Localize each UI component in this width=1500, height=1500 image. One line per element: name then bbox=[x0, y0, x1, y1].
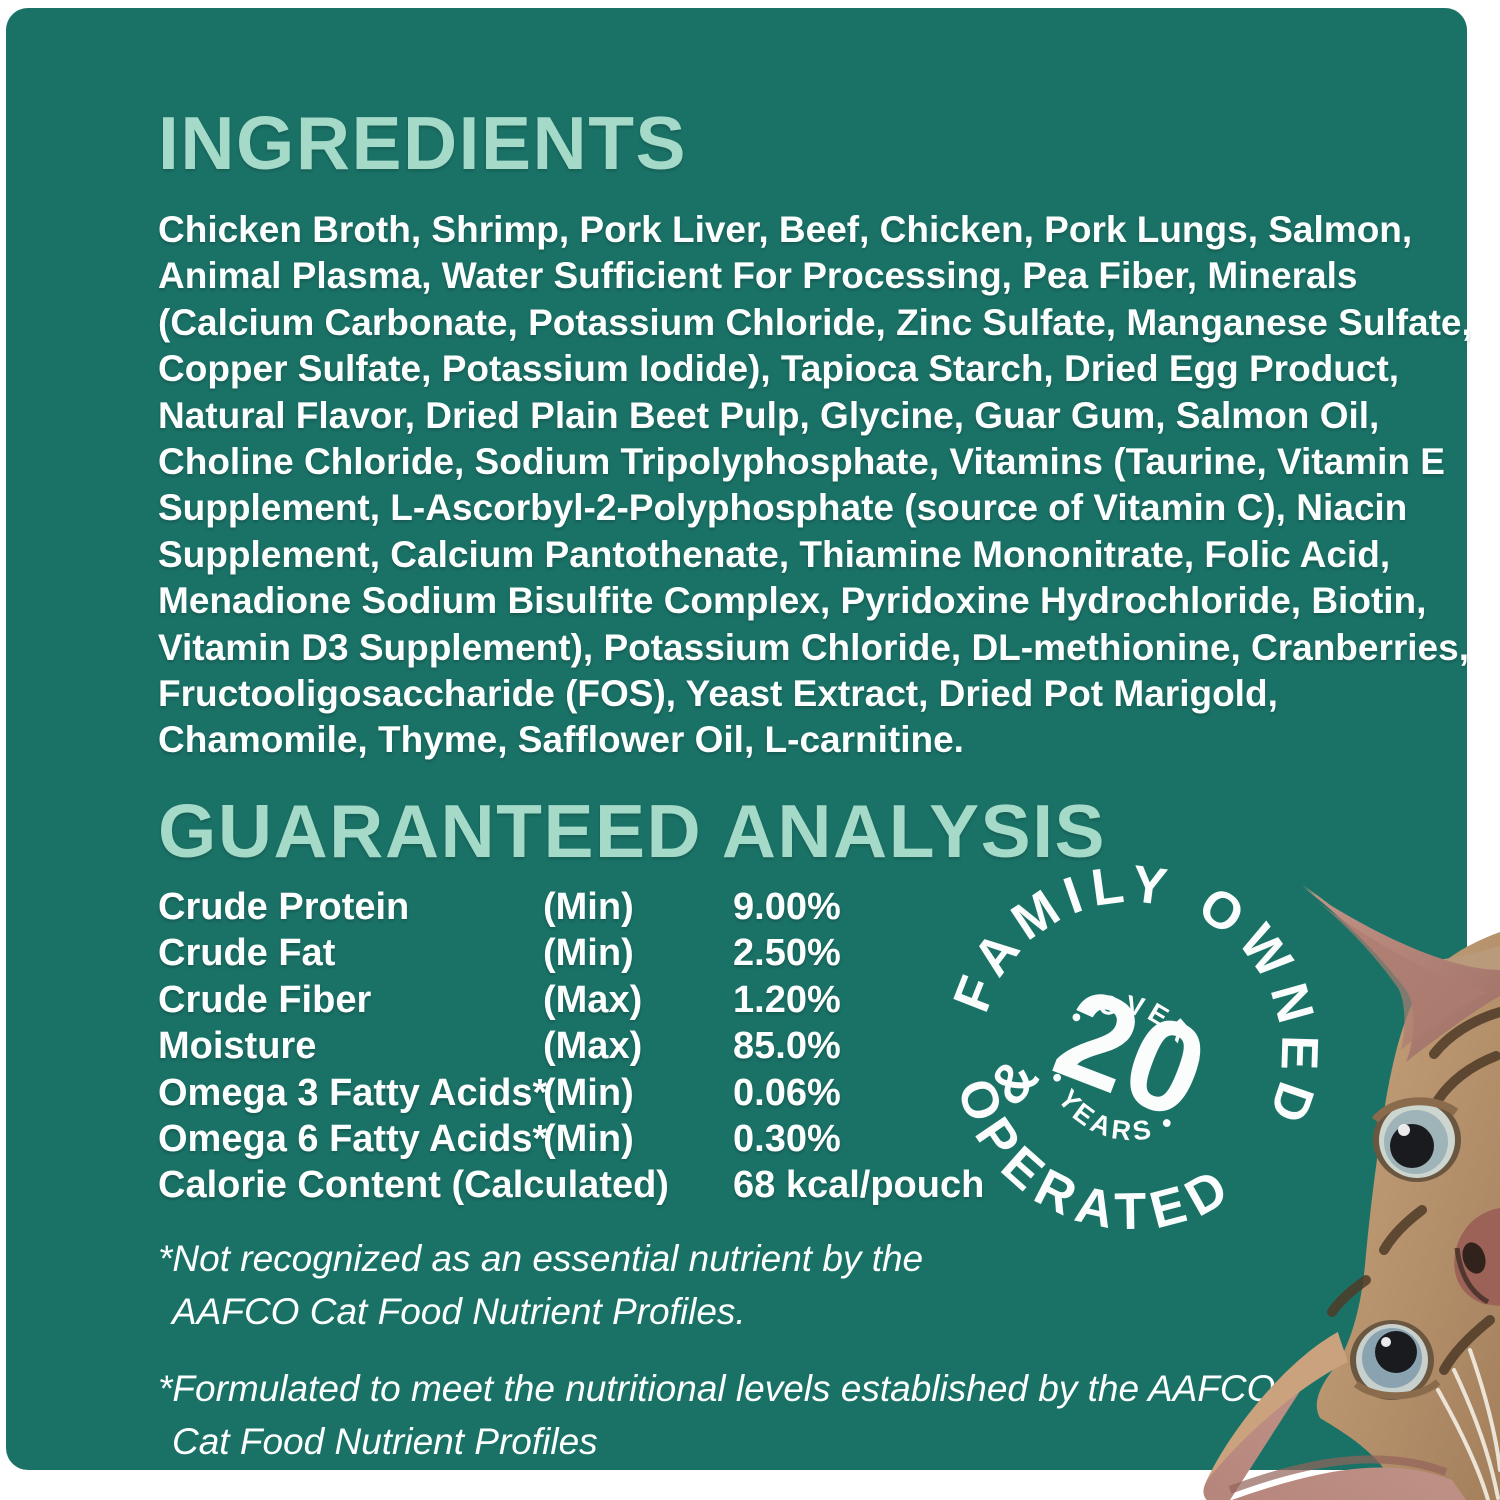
nutrient-label: Crude Fiber bbox=[158, 978, 372, 1021]
nutrient-qualifier: (Min) bbox=[543, 932, 634, 975]
nutrient-qualifier: (Max) bbox=[543, 1025, 643, 1068]
footnote-line: AAFCO Cat Food Nutrient Profiles. bbox=[172, 1291, 746, 1332]
nutrient-label: Moisture bbox=[158, 1025, 317, 1068]
nutrient-qualifier: (Max) bbox=[543, 978, 643, 1021]
ingredients-line: Copper Sulfate, Potassium Iodide), Tapio… bbox=[158, 348, 1400, 390]
ingredients-line: Choline Chloride, Sodium Tripolyphosphat… bbox=[158, 441, 1445, 483]
ingredients-title: INGREDIENTS bbox=[158, 101, 688, 185]
nutrient-value: 68 kcal/pouch bbox=[733, 1164, 985, 1207]
ingredients-line: Chicken Broth, Shrimp, Pork Liver, Beef,… bbox=[158, 209, 1413, 250]
ingredients-text: Chicken Broth, Shrimp, Pork Liver, Beef,… bbox=[158, 207, 1472, 764]
family-owned-badge: FAMILY OWNED OPERATED • OVER • • YEARS •… bbox=[932, 852, 1332, 1252]
ingredients-line: Supplement, L-Ascorbyl-2-Polyphosphate (… bbox=[158, 487, 1408, 529]
nutrient-label: Crude Fat bbox=[158, 932, 336, 975]
ingredients-line: (Calcium Carbonate, Potassium Chloride, … bbox=[158, 301, 1472, 343]
nutrient-qualifier bbox=[543, 1162, 733, 1208]
ingredients-line: Menadione Sodium Bisulfite Complex, Pyri… bbox=[158, 580, 1427, 622]
table-row: Crude Fat (Min) 2.50% bbox=[158, 930, 1058, 976]
cat-ear-top bbox=[1301, 884, 1500, 1062]
footnote-aafco-formulated: *Formulated to meet the nutritional leve… bbox=[158, 1362, 1275, 1468]
nutrient-label: Omega 6 Fatty Acids* bbox=[158, 1117, 548, 1160]
footnote-aafco-nutrient: *Not recognized as an essential nutrient… bbox=[158, 1232, 923, 1338]
cat-ear-bottom bbox=[1203, 1332, 1466, 1500]
nutrient-label: Crude Protein bbox=[158, 886, 410, 928]
nutrient-value: 0.06% bbox=[733, 1071, 841, 1114]
ingredients-line: Animal Plasma, Water Sufficient For Proc… bbox=[158, 255, 1358, 297]
cat-nose bbox=[1454, 1208, 1500, 1306]
nutrient-qualifier: (Min) bbox=[543, 1071, 634, 1114]
nutrient-label: Omega 3 Fatty Acids* bbox=[158, 1071, 548, 1114]
cat-eye-lower bbox=[1350, 1320, 1441, 1400]
table-row: Calorie Content (Calculated) 68 kcal/pou… bbox=[158, 1162, 1058, 1208]
ingredients-line: Supplement, Calcium Pantothenate, Thiami… bbox=[158, 533, 1391, 575]
nutrient-value: 85.0% bbox=[733, 1025, 841, 1068]
cat-photo bbox=[1203, 884, 1500, 1500]
cat-eye-upper bbox=[1371, 1097, 1461, 1182]
ingredients-line: Chamomile, Thyme, Safflower Oil, L-carni… bbox=[158, 719, 964, 761]
label-panel bbox=[6, 8, 1467, 1470]
table-row: Crude Fiber (Max) 1.20% bbox=[158, 977, 1058, 1023]
nutrient-value: 1.20% bbox=[733, 978, 841, 1021]
ingredients-line: Fructooligosaccharide (FOS), Yeast Extra… bbox=[158, 673, 1278, 715]
guaranteed-analysis-table: Crude Protein (Min) 9.00% Crude Fat (Min… bbox=[158, 884, 1058, 1209]
nutrient-label: Calorie Content (Calculated) bbox=[158, 1164, 669, 1207]
nutrient-qualifier: (Min) bbox=[543, 1117, 634, 1160]
guaranteed-analysis-title: GUARANTEED ANALYSIS bbox=[158, 789, 1107, 873]
nutrient-qualifier: (Min) bbox=[543, 886, 634, 928]
ingredients-line: Vitamin D3 Supplement), Potassium Chlori… bbox=[158, 626, 1469, 668]
table-row: Crude Protein (Min) 9.00% bbox=[158, 884, 1058, 930]
nutrient-value: 0.30% bbox=[733, 1117, 841, 1160]
table-row: Moisture (Max) 85.0% bbox=[158, 1023, 1058, 1069]
table-row: Omega 3 Fatty Acids* (Min) 0.06% bbox=[158, 1070, 1058, 1116]
footnote-line: Cat Food Nutrient Profiles bbox=[172, 1421, 598, 1462]
table-row: Omega 6 Fatty Acids* (Min) 0.30% bbox=[158, 1116, 1058, 1162]
nutrient-value: 9.00% bbox=[733, 886, 841, 928]
footnote-line: *Not recognized as an essential nutrient… bbox=[158, 1238, 924, 1279]
ingredients-line: Natural Flavor, Dried Plain Beet Pulp, G… bbox=[158, 394, 1380, 436]
footnote-line: *Formulated to meet the nutritional leve… bbox=[158, 1368, 1276, 1409]
nutrient-value: 2.50% bbox=[733, 932, 841, 975]
cat-whiskers bbox=[1436, 1348, 1500, 1500]
